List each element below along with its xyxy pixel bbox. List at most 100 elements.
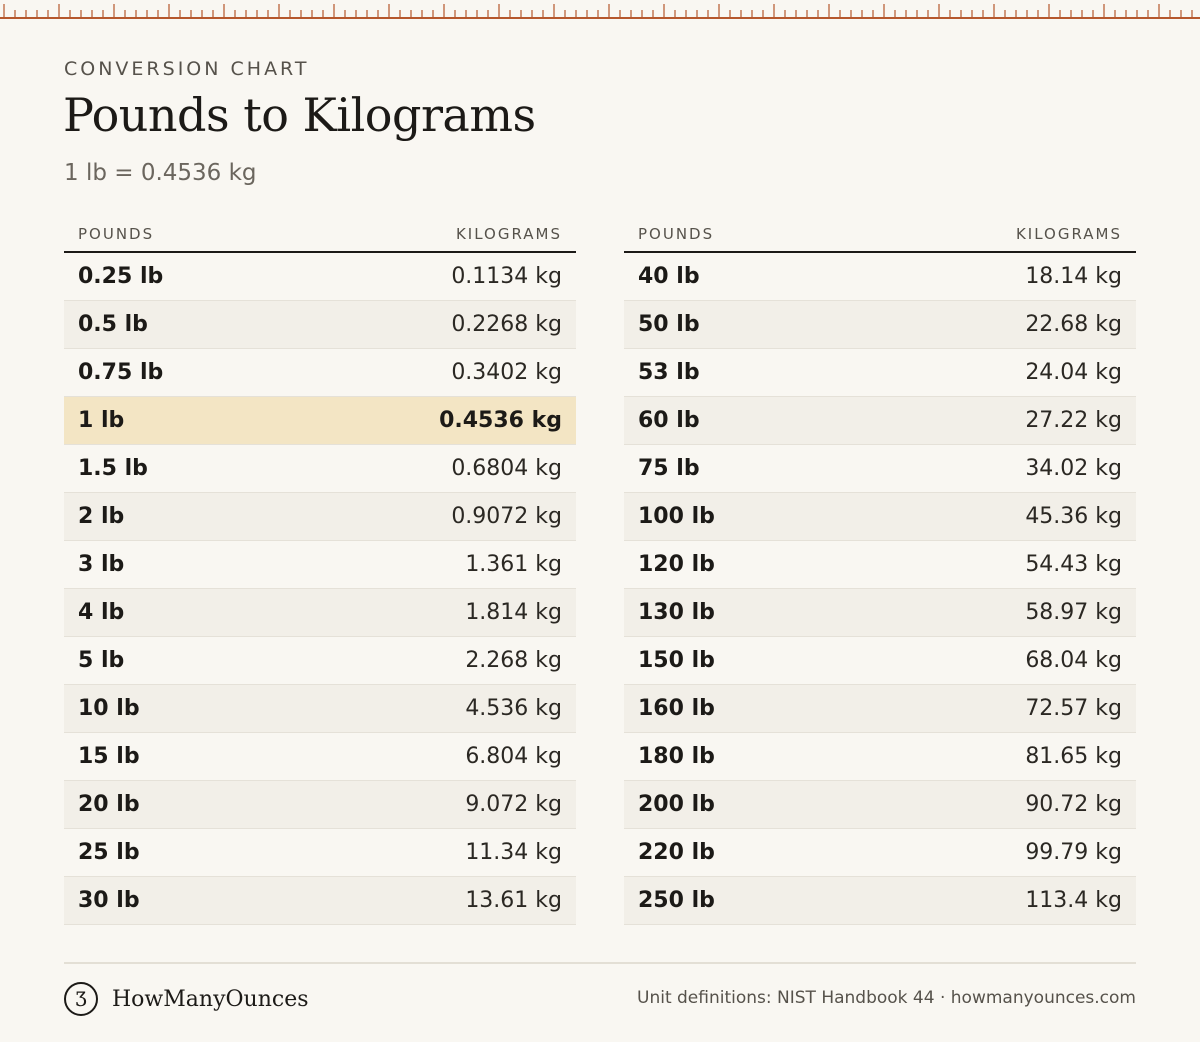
- kilograms-value: 0.3402 kg: [451, 360, 562, 385]
- pounds-value: 180 lb: [638, 744, 715, 769]
- pounds-value: 25 lb: [78, 840, 140, 865]
- source-credit: Unit definitions: NIST Handbook 44 · how…: [637, 988, 1136, 1008]
- table-row: 0.5 lb 0.2268 kg: [64, 301, 576, 349]
- table-row: 60 lb 27.22 kg: [624, 397, 1136, 445]
- conversion-table-right: POUNDS KILOGRAMS 40 lb 18.14 kg 50 lb 22.68…: [624, 216, 1136, 925]
- kilograms-value: 11.34 kg: [465, 840, 562, 865]
- table-header: POUNDS KILOGRAMS: [64, 216, 576, 253]
- pounds-value: 5 lb: [78, 648, 125, 673]
- pounds-value: 30 lb: [78, 888, 140, 913]
- brand-logo[interactable]: Ʒ HowManyOunces: [64, 982, 309, 1016]
- pounds-value: 150 lb: [638, 648, 715, 673]
- table-row: 0.75 lb 0.3402 kg: [64, 349, 576, 397]
- kilograms-value: 68.04 kg: [1025, 648, 1122, 673]
- pounds-value: 53 lb: [638, 360, 700, 385]
- kilograms-value: 4.536 kg: [465, 696, 562, 721]
- kilograms-value: 90.72 kg: [1025, 792, 1122, 817]
- table-row: 220 lb 99.79 kg: [624, 829, 1136, 877]
- kilograms-value: 2.268 kg: [465, 648, 562, 673]
- kilograms-value: 34.02 kg: [1025, 456, 1122, 481]
- pounds-value: 100 lb: [638, 504, 715, 529]
- kilograms-value: 0.4536 kg: [439, 408, 562, 433]
- table-row: 40 lb 18.14 kg: [624, 253, 1136, 301]
- pounds-value: 0.75 lb: [78, 360, 164, 385]
- pounds-value: 40 lb: [638, 264, 700, 289]
- table-row: 1.5 lb 0.6804 kg: [64, 445, 576, 493]
- kilograms-value: 22.68 kg: [1025, 312, 1122, 337]
- pounds-value: 0.25 lb: [78, 264, 164, 289]
- column-header-kilograms: KILOGRAMS: [1015, 224, 1122, 243]
- pounds-value: 200 lb: [638, 792, 715, 817]
- kilograms-value: 99.79 kg: [1025, 840, 1122, 865]
- pounds-value: 10 lb: [78, 696, 140, 721]
- kilograms-value: 9.072 kg: [465, 792, 562, 817]
- table-row: 30 lb 13.61 kg: [64, 877, 576, 925]
- page-title: Pounds to Kilograms: [63, 88, 536, 142]
- pounds-value: 3 lb: [78, 552, 125, 577]
- table-row: 20 lb 9.072 kg: [64, 781, 576, 829]
- logo-mark-icon: Ʒ: [64, 982, 98, 1016]
- pounds-value: 1 lb: [78, 408, 125, 433]
- ruler-decoration: [0, 4, 1200, 19]
- kilograms-value: 13.61 kg: [465, 888, 562, 913]
- pounds-value: 15 lb: [78, 744, 140, 769]
- table-row: 130 lb 58.97 kg: [624, 589, 1136, 637]
- pounds-value: 60 lb: [638, 408, 700, 433]
- table-header: POUNDS KILOGRAMS: [624, 216, 1136, 253]
- footer-divider: [64, 962, 1136, 964]
- pounds-value: 120 lb: [638, 552, 715, 577]
- kilograms-value: 27.22 kg: [1025, 408, 1122, 433]
- kilograms-value: 113.4 kg: [1025, 888, 1122, 913]
- table-row: 53 lb 24.04 kg: [624, 349, 1136, 397]
- pounds-value: 130 lb: [638, 600, 715, 625]
- table-row: 75 lb 34.02 kg: [624, 445, 1136, 493]
- kilograms-value: 24.04 kg: [1025, 360, 1122, 385]
- page-kicker: CONVERSION CHART: [64, 58, 310, 80]
- kilograms-value: 18.14 kg: [1025, 264, 1122, 289]
- table-row: 2 lb 0.9072 kg: [64, 493, 576, 541]
- table-row: 25 lb 11.34 kg: [64, 829, 576, 877]
- pounds-value: 2 lb: [78, 504, 125, 529]
- pounds-value: 250 lb: [638, 888, 715, 913]
- pounds-value: 1.5 lb: [78, 456, 148, 481]
- kilograms-value: 45.36 kg: [1025, 504, 1122, 529]
- table-row: 250 lb 113.4 kg: [624, 877, 1136, 925]
- table-row: 180 lb 81.65 kg: [624, 733, 1136, 781]
- table-row: 3 lb 1.361 kg: [64, 541, 576, 589]
- table-row: 120 lb 54.43 kg: [624, 541, 1136, 589]
- table-row: 1 lb 0.4536 kg: [64, 397, 576, 445]
- pounds-value: 75 lb: [638, 456, 700, 481]
- table-row: 4 lb 1.814 kg: [64, 589, 576, 637]
- kilograms-value: 0.1134 kg: [451, 264, 562, 289]
- column-header-pounds: POUNDS: [78, 224, 155, 243]
- kilograms-value: 58.97 kg: [1025, 600, 1122, 625]
- table-row: 200 lb 90.72 kg: [624, 781, 1136, 829]
- column-header-pounds: POUNDS: [638, 224, 715, 243]
- pounds-value: 20 lb: [78, 792, 140, 817]
- kilograms-value: 54.43 kg: [1025, 552, 1122, 577]
- pounds-value: 160 lb: [638, 696, 715, 721]
- conversion-factor: 1 lb = 0.4536 kg: [64, 160, 257, 186]
- column-header-kilograms: KILOGRAMS: [455, 224, 562, 243]
- pounds-value: 4 lb: [78, 600, 125, 625]
- pounds-value: 220 lb: [638, 840, 715, 865]
- kilograms-value: 1.814 kg: [465, 600, 562, 625]
- kilograms-value: 72.57 kg: [1025, 696, 1122, 721]
- logo-text: HowManyOunces: [112, 986, 309, 1012]
- table-row: 5 lb 2.268 kg: [64, 637, 576, 685]
- kilograms-value: 0.6804 kg: [451, 456, 562, 481]
- table-row: 50 lb 22.68 kg: [624, 301, 1136, 349]
- table-body: 40 lb 18.14 kg 50 lb 22.68 kg 53 lb 24.04 kg 6…: [624, 253, 1136, 925]
- pounds-value: 50 lb: [638, 312, 700, 337]
- kilograms-value: 1.361 kg: [465, 552, 562, 577]
- table-row: 100 lb 45.36 kg: [624, 493, 1136, 541]
- kilograms-value: 81.65 kg: [1025, 744, 1122, 769]
- table-row: 150 lb 68.04 kg: [624, 637, 1136, 685]
- table-row: 160 lb 72.57 kg: [624, 685, 1136, 733]
- conversion-table-left: POUNDS KILOGRAMS 0.25 lb 0.1134 kg 0.5 lb 0…: [64, 216, 576, 925]
- kilograms-value: 6.804 kg: [465, 744, 562, 769]
- kilograms-value: 0.9072 kg: [451, 504, 562, 529]
- table-row: 15 lb 6.804 kg: [64, 733, 576, 781]
- table-body: 0.25 lb 0.1134 kg 0.5 lb 0.2268 kg 0.75 lb 0.…: [64, 253, 576, 925]
- pounds-value: 0.5 lb: [78, 312, 148, 337]
